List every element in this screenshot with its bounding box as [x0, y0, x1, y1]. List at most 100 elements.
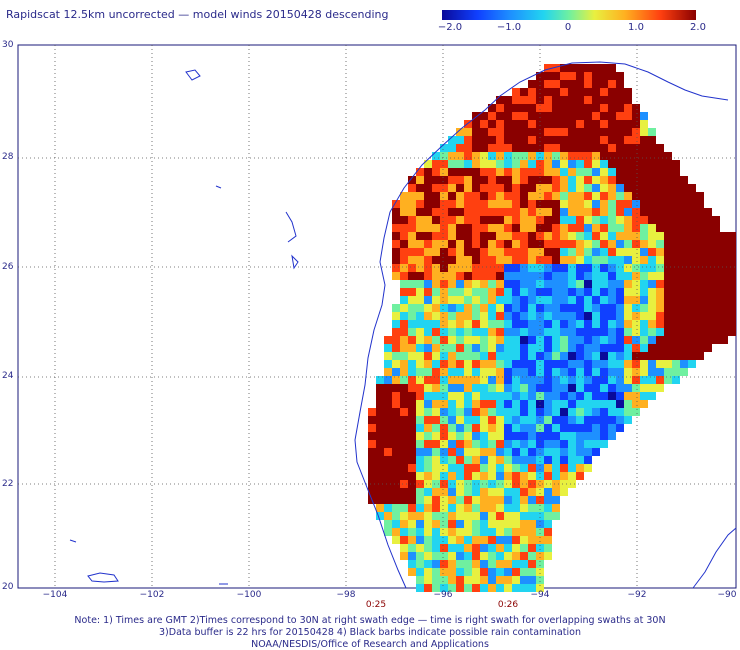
wind-cell	[560, 280, 568, 288]
wind-cell	[680, 288, 688, 296]
wind-cell	[400, 240, 408, 248]
wind-cell	[648, 376, 656, 384]
wind-cell	[472, 432, 480, 440]
wind-cell	[504, 344, 512, 352]
wind-cell	[384, 360, 392, 368]
wind-cell	[592, 224, 600, 232]
wind-cell	[568, 480, 576, 488]
wind-cell	[384, 376, 392, 384]
wind-cell	[688, 264, 696, 272]
wind-cell	[400, 312, 408, 320]
wind-cell	[376, 432, 384, 440]
wind-cell	[424, 280, 432, 288]
wind-cell	[600, 360, 608, 368]
wind-cell	[464, 144, 472, 152]
wind-cell	[488, 160, 496, 168]
wind-cell	[528, 488, 536, 496]
wind-cell	[608, 88, 616, 96]
wind-cell	[496, 176, 504, 184]
wind-cell	[528, 432, 536, 440]
wind-cell	[520, 552, 528, 560]
wind-cell	[568, 416, 576, 424]
wind-cell	[608, 136, 616, 144]
wind-cell	[400, 448, 408, 456]
wind-cell	[688, 184, 696, 192]
wind-cell	[544, 336, 552, 344]
wind-cell	[416, 336, 424, 344]
wind-cell	[544, 376, 552, 384]
wind-cell	[512, 184, 520, 192]
wind-cell	[624, 304, 632, 312]
wind-cell	[560, 440, 568, 448]
wind-cell	[528, 360, 536, 368]
wind-cell	[608, 328, 616, 336]
wind-cell	[600, 200, 608, 208]
wind-cell	[664, 200, 672, 208]
wind-cell	[448, 192, 456, 200]
wind-cell	[712, 240, 720, 248]
wind-cell	[600, 152, 608, 160]
wind-cell	[592, 168, 600, 176]
wind-cell	[528, 152, 536, 160]
wind-cell	[488, 200, 496, 208]
wind-cell	[392, 336, 400, 344]
wind-cell	[656, 280, 664, 288]
wind-cell	[616, 424, 624, 432]
wind-cell	[704, 216, 712, 224]
wind-cell	[408, 200, 416, 208]
wind-cell	[464, 160, 472, 168]
wind-cell	[464, 544, 472, 552]
wind-cell	[472, 208, 480, 216]
wind-cell	[512, 496, 520, 504]
wind-cell	[392, 264, 400, 272]
wind-cell	[624, 328, 632, 336]
wind-cell	[472, 480, 480, 488]
wind-cell	[552, 120, 560, 128]
wind-cell	[416, 176, 424, 184]
wind-cell	[440, 320, 448, 328]
wind-cell	[576, 240, 584, 248]
wind-cell	[520, 184, 528, 192]
wind-cell	[568, 128, 576, 136]
wind-cell	[464, 400, 472, 408]
wind-cell	[464, 520, 472, 528]
wind-cell	[664, 248, 672, 256]
wind-cell	[632, 272, 640, 280]
wind-cell	[408, 472, 416, 480]
wind-cell	[664, 288, 672, 296]
wind-cell	[448, 440, 456, 448]
wind-cell	[440, 304, 448, 312]
wind-cell	[496, 528, 504, 536]
wind-cell	[560, 256, 568, 264]
wind-cell	[584, 336, 592, 344]
wind-cell	[544, 128, 552, 136]
wind-cell	[600, 256, 608, 264]
wind-cell	[568, 288, 576, 296]
wind-cell	[688, 336, 696, 344]
wind-cell	[432, 504, 440, 512]
wind-cell	[544, 168, 552, 176]
wind-cell	[600, 440, 608, 448]
wind-cell	[424, 328, 432, 336]
wind-cell	[624, 144, 632, 152]
wind-cell	[600, 408, 608, 416]
wind-cell	[576, 368, 584, 376]
wind-cell	[448, 504, 456, 512]
wind-cell	[456, 440, 464, 448]
wind-cell	[480, 136, 488, 144]
wind-cell	[552, 488, 560, 496]
wind-cell	[680, 296, 688, 304]
wind-cell	[600, 88, 608, 96]
wind-cell	[480, 264, 488, 272]
wind-cell	[488, 272, 496, 280]
wind-cell	[520, 504, 528, 512]
wind-cell	[464, 232, 472, 240]
wind-cell	[600, 280, 608, 288]
wind-cell	[552, 88, 560, 96]
wind-cell	[656, 176, 664, 184]
wind-cell	[680, 192, 688, 200]
wind-cell	[520, 440, 528, 448]
wind-cell	[728, 328, 736, 336]
wind-cell	[440, 184, 448, 192]
wind-cell	[512, 328, 520, 336]
